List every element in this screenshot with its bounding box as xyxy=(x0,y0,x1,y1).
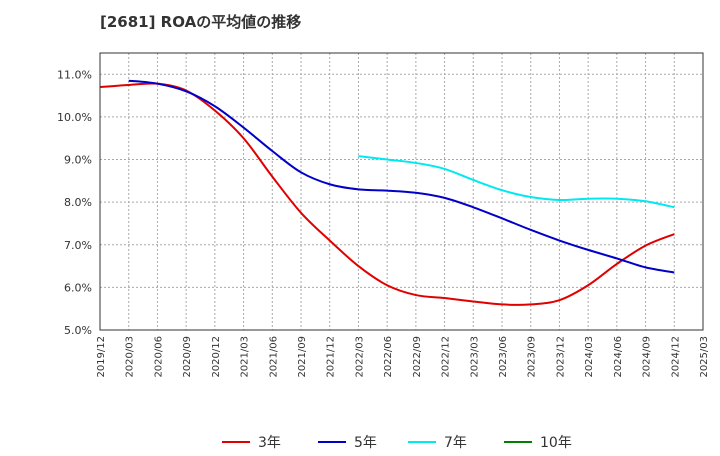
x-tick-label: 2022/06 xyxy=(383,336,394,378)
series-layer xyxy=(99,79,675,306)
y-tick-label: 8.0% xyxy=(64,196,92,209)
plot-frame xyxy=(99,52,704,331)
x-tick-label: 2023/03 xyxy=(469,336,480,378)
x-tick-label: 2023/06 xyxy=(498,336,509,378)
y-tick-label: 7.0% xyxy=(64,239,92,252)
legend-swatch xyxy=(504,441,532,443)
x-tick-label: 2024/09 xyxy=(642,336,653,378)
x-tick-label: 2022/09 xyxy=(412,336,423,378)
legend-label: 5年 xyxy=(354,435,377,451)
y-tick-label: 9.0% xyxy=(64,154,92,167)
series-line-1 xyxy=(128,79,675,274)
x-tick-label: 2024/03 xyxy=(584,336,595,378)
x-tick-label: 2023/09 xyxy=(527,336,538,378)
legend-item-0: 3年 xyxy=(222,430,281,454)
x-tick-label: 2021/03 xyxy=(240,336,251,378)
y-tick-label: 6.0% xyxy=(64,281,92,294)
x-tick-label: 2019/12 xyxy=(96,336,107,378)
x-tick-label: 2020/03 xyxy=(125,336,136,378)
legend-swatch xyxy=(222,441,250,443)
legend-swatch xyxy=(408,441,436,443)
grid-layer xyxy=(100,53,703,330)
legend-label: 3年 xyxy=(258,435,281,451)
x-tick-label: 2021/09 xyxy=(297,336,308,378)
plot-border xyxy=(99,52,704,331)
x-tick-label: 2020/09 xyxy=(182,336,193,378)
legend-item-3: 10年 xyxy=(504,430,572,454)
x-tick-label: 2022/03 xyxy=(354,336,365,378)
x-tick-label: 2025/03 xyxy=(699,336,710,378)
y-tick-label: 10.0% xyxy=(57,111,92,124)
legend-item-2: 7年 xyxy=(408,430,467,454)
x-tick-label: 2022/12 xyxy=(441,336,452,378)
line-chart: 5.0%6.0%7.0%8.0%9.0%10.0%11.0% 2019/12 20… xyxy=(57,52,710,378)
y-axis-ticks: 5.0% 6.0% 7.0% 8.0% 9.0% 10.0% 11.0% xyxy=(57,68,92,337)
x-tick-label: 2024/06 xyxy=(613,336,624,378)
x-tick-label: 2020/06 xyxy=(153,336,164,378)
chart-title: [2681] ROAの平均値の推移 xyxy=(100,13,302,31)
legend-item-1: 5年 xyxy=(318,430,377,454)
x-axis-ticks: 2019/12 2020/03 2020/06 2020/09 2020/12 2021/… xyxy=(96,336,710,378)
legend: 3年 5年 7年 10年 xyxy=(0,430,720,456)
x-tick-label: 2021/06 xyxy=(268,336,279,378)
x-tick-label: 2023/12 xyxy=(555,336,566,378)
y-tick-label: 11.0% xyxy=(57,68,92,81)
legend-label: 7年 xyxy=(444,435,467,451)
x-tick-label: 2024/12 xyxy=(670,336,681,378)
legend-swatch xyxy=(318,441,346,443)
x-tick-label: 2020/12 xyxy=(211,336,222,378)
legend-label: 10年 xyxy=(540,435,572,451)
series-line-2 xyxy=(358,155,675,209)
y-tick-label: 5.0% xyxy=(64,324,92,337)
x-tick-label: 2021/12 xyxy=(326,336,337,378)
